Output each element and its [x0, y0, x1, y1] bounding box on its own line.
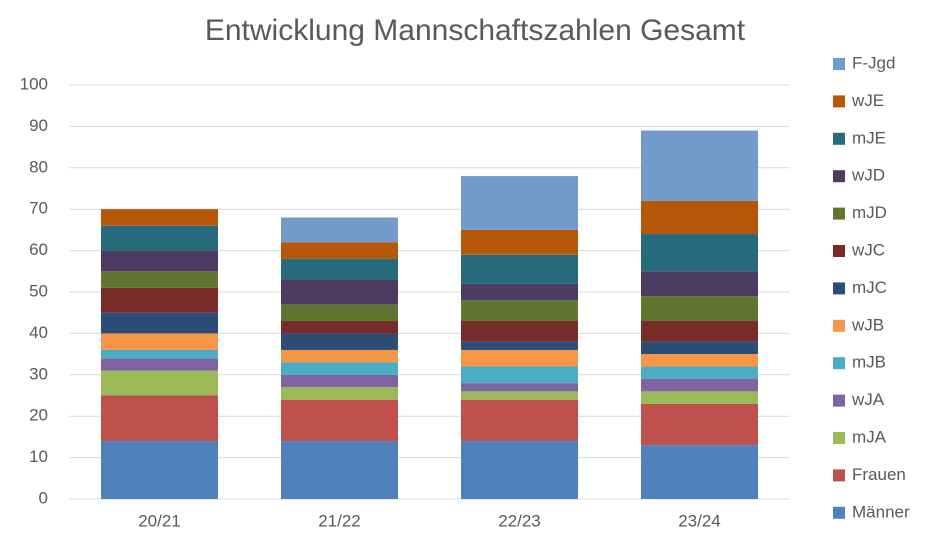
legend-label: mJE — [852, 128, 886, 147]
x-tick-label: 23/24 — [678, 511, 721, 530]
bar-segment — [461, 341, 578, 350]
y-tick-label: 50 — [29, 281, 48, 300]
bar-segment — [461, 320, 578, 342]
bar-segment — [281, 242, 398, 259]
legend-swatch — [833, 170, 845, 183]
bar-segment — [641, 296, 758, 321]
legend-swatch — [833, 58, 845, 70]
bar-segment — [101, 441, 218, 499]
bar-segment — [101, 225, 218, 251]
x-tick-label: 20/21 — [138, 511, 181, 530]
bar-segment — [281, 399, 398, 442]
bar-segment — [281, 349, 398, 363]
legend-label: mJA — [852, 427, 887, 446]
bar-segment — [281, 258, 398, 280]
legend-label: F-Jgd — [852, 53, 895, 72]
x-tick-label: 21/22 — [318, 511, 361, 530]
bar-segment — [641, 200, 758, 235]
bar-segment — [101, 358, 218, 371]
bar-segment — [101, 271, 218, 288]
legend-label: wJB — [851, 315, 884, 334]
legend-label: Frauen — [852, 465, 906, 484]
y-tick-label: 10 — [29, 447, 48, 466]
legend-swatch — [833, 394, 845, 407]
bar-segment — [101, 312, 218, 334]
bar-segment — [101, 349, 218, 359]
legend-label: wJE — [851, 91, 884, 110]
bar-segment — [461, 383, 578, 392]
legend-swatch — [833, 95, 845, 108]
legend-label: wJA — [851, 390, 885, 409]
legend-swatch — [833, 282, 845, 295]
bar-segment — [641, 445, 758, 499]
bar-segment — [641, 391, 758, 404]
y-tick-label: 80 — [29, 157, 48, 176]
bar-segment — [641, 378, 758, 392]
legend-swatch — [833, 245, 845, 257]
y-tick-label: 30 — [29, 364, 48, 383]
legend-label: wJD — [851, 166, 885, 185]
y-tick-label: 100 — [20, 74, 48, 93]
bar-segment — [641, 341, 758, 355]
bar-segment — [101, 395, 218, 442]
bar-segment — [641, 320, 758, 342]
bar-segment — [101, 209, 218, 226]
bar-segment — [461, 399, 578, 442]
bar-segment — [281, 374, 398, 388]
bar-segment — [461, 349, 578, 367]
bar-segment — [281, 362, 398, 375]
legend-label: Männer — [852, 502, 910, 521]
bar-segment — [101, 287, 218, 313]
y-tick-label: 70 — [29, 199, 48, 218]
bar-segment — [641, 234, 758, 272]
bar-segment — [641, 366, 758, 379]
bar-segment — [461, 176, 578, 230]
bar-segment — [641, 271, 758, 297]
y-tick-label: 40 — [29, 323, 48, 342]
legend-label: mJB — [852, 353, 886, 372]
chart-title: Entwicklung Mannschaftszahlen Gesamt — [205, 14, 746, 47]
bar-segment — [461, 441, 578, 499]
bar-segment — [281, 279, 398, 305]
legend-swatch — [833, 319, 845, 332]
legend-label: mJD — [852, 203, 887, 222]
bar-segment — [281, 304, 398, 321]
bar-segment — [641, 130, 758, 201]
bar-segment — [281, 333, 398, 350]
bar-segment — [101, 250, 218, 272]
bar-segment — [461, 283, 578, 301]
y-tick-label: 0 — [39, 488, 48, 507]
bar-segment — [461, 391, 578, 400]
y-tick-label: 20 — [29, 406, 48, 425]
bar-segment — [461, 300, 578, 321]
legend-label: mJC — [852, 278, 887, 297]
bar-segment — [101, 333, 218, 350]
bar-segment — [641, 354, 758, 367]
legend-swatch — [833, 506, 845, 519]
bar-segment — [281, 441, 398, 499]
bar-segment — [281, 387, 398, 400]
legend-label: wJC — [851, 240, 885, 259]
bar-segment — [461, 366, 578, 384]
legend-swatch — [833, 132, 845, 145]
bar-segment — [281, 320, 398, 334]
bar-segment — [641, 403, 758, 446]
legend-swatch — [833, 207, 845, 220]
y-tick-label: 90 — [29, 116, 48, 135]
legend-swatch — [833, 432, 845, 444]
y-tick-label: 60 — [29, 240, 48, 259]
bar-segment — [281, 217, 398, 243]
bar-segment — [101, 370, 218, 396]
bar-segment — [461, 254, 578, 284]
legend-swatch — [833, 469, 845, 482]
legend-swatch — [833, 357, 845, 370]
bar-segment — [461, 229, 578, 255]
x-tick-label: 22/23 — [498, 511, 541, 530]
